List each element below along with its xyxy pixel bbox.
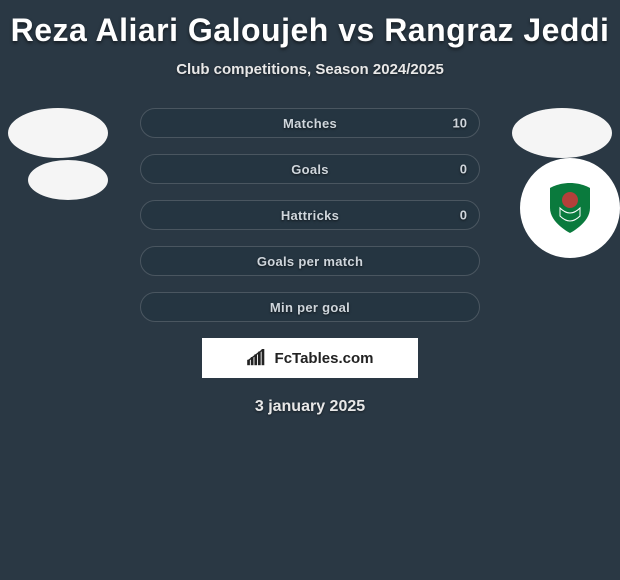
stat-row-goals-per-match: Goals per match <box>140 246 480 276</box>
stat-right-value: 0 <box>460 208 467 223</box>
stat-row-min-per-goal: Min per goal <box>140 292 480 322</box>
brand-watermark: FcTables.com <box>202 338 418 378</box>
stat-right-value: 0 <box>460 162 467 177</box>
bar-chart-icon <box>247 349 269 367</box>
stat-row-matches: Matches 10 <box>140 108 480 138</box>
stat-right-value: 10 <box>453 116 467 131</box>
page-title: Reza Aliari Galoujeh vs Rangraz Jeddi <box>0 0 620 57</box>
player-right-avatar-placeholder <box>512 108 612 158</box>
date-label: 3 january 2025 <box>0 398 620 416</box>
stat-label: Min per goal <box>270 300 350 315</box>
stats-bars: Matches 10 Goals 0 Hattricks 0 Goals per… <box>140 108 480 322</box>
stat-label: Goals <box>291 162 329 177</box>
stat-label: Matches <box>283 116 337 131</box>
brand-label: FcTables.com <box>275 350 374 367</box>
club-crest-right <box>520 158 620 258</box>
comparison-area: Matches 10 Goals 0 Hattricks 0 Goals per… <box>0 108 620 416</box>
stat-row-hattricks: Hattricks 0 <box>140 200 480 230</box>
shield-icon <box>540 178 600 238</box>
stat-label: Goals per match <box>257 254 363 269</box>
player-left-club-placeholder <box>28 160 108 200</box>
stat-label: Hattricks <box>281 208 339 223</box>
stat-row-goals: Goals 0 <box>140 154 480 184</box>
subtitle: Club competitions, Season 2024/2025 <box>0 61 620 78</box>
player-left-avatar-placeholder <box>8 108 108 158</box>
